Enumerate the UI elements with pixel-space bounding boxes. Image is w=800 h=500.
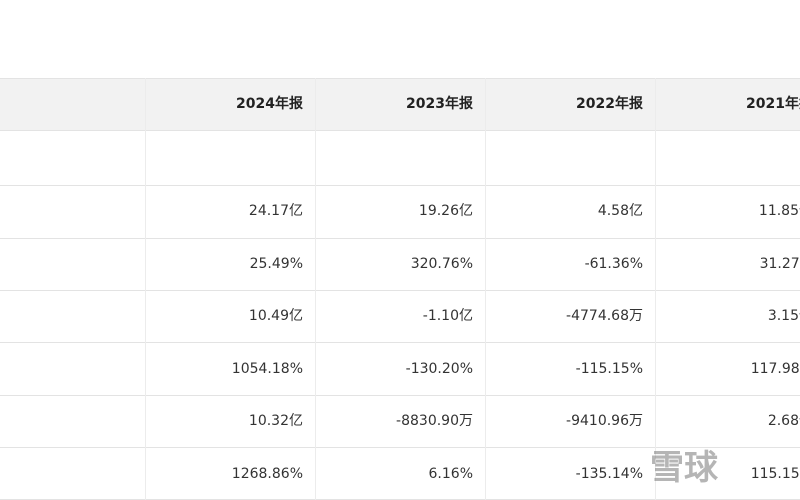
- column-divider: [485, 78, 486, 500]
- table-cell: -8830.90万: [396, 413, 473, 429]
- table-cell: 115.15%: [750, 465, 800, 482]
- table-cell: -61.36%: [584, 255, 643, 272]
- row-divider: [0, 185, 800, 186]
- column-divider: [145, 78, 146, 500]
- table-cell: 2.68亿: [767, 413, 800, 429]
- table-cell: 24.17亿: [248, 203, 303, 219]
- table-cell: 4.58亿: [597, 203, 643, 219]
- row-divider: [0, 130, 800, 131]
- table-cell: 10.32亿: [248, 413, 303, 429]
- column-header: 2023年报: [406, 96, 473, 112]
- table-cell: 6.16%: [428, 465, 473, 482]
- row-divider: [0, 447, 800, 448]
- table-cell: -115.15%: [575, 360, 643, 377]
- row-divider: [0, 342, 800, 343]
- table-cell: 19.26亿: [418, 203, 473, 219]
- row-divider: [0, 238, 800, 239]
- column-divider: [655, 78, 656, 500]
- table-cell: -135.14%: [575, 465, 643, 482]
- table-cell: 25.49%: [249, 255, 303, 272]
- column-header: 2024年报: [236, 96, 303, 112]
- table-cell: -130.20%: [405, 360, 473, 377]
- table-cell: 3.15亿: [767, 308, 800, 324]
- table-cell: 117.98%: [750, 360, 800, 377]
- table-cell: 1054.18%: [231, 360, 303, 377]
- table-cell: 11.85亿: [758, 203, 800, 219]
- table-cell: 31.27%: [759, 255, 800, 272]
- header-background: [0, 78, 800, 130]
- table-cell: -1.10亿: [422, 308, 473, 324]
- table-cell: 1268.86%: [231, 465, 303, 482]
- table-cell: -9410.96万: [566, 413, 643, 429]
- column-header: 2021年报: [746, 96, 800, 112]
- column-header: 2022年报: [576, 96, 643, 112]
- table-cell: 10.49亿: [248, 308, 303, 324]
- row-divider: [0, 78, 800, 79]
- table-cell: 320.76%: [410, 255, 473, 272]
- column-divider: [315, 78, 316, 500]
- row-divider: [0, 395, 800, 396]
- watermark: 雪球: [650, 448, 718, 488]
- table-cell: -4774.68万: [566, 308, 643, 324]
- row-divider: [0, 290, 800, 291]
